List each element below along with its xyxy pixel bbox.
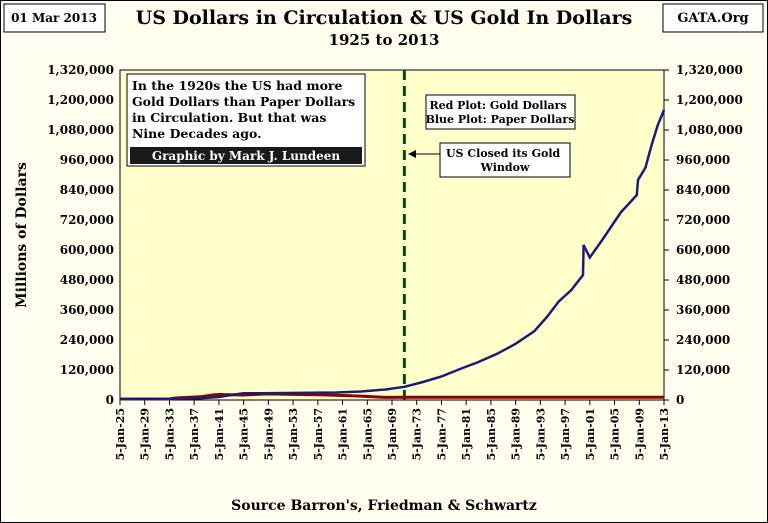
intro-line-4: Nine Decades ago. — [132, 126, 261, 141]
x-tick-label: 5-Jan-69 — [386, 408, 399, 460]
legend-gold: Red Plot: Gold Dollars — [429, 99, 566, 112]
x-tick-label: 5-Jan-81 — [460, 408, 473, 460]
x-tick-label: 5-Jan-97 — [559, 408, 572, 460]
legend-box — [425, 94, 576, 130]
y-axis-title: Millions of Dollars — [14, 162, 30, 308]
series-paper-dollars — [120, 109, 666, 401]
x-tick-label: 5-Jan-53 — [287, 408, 300, 460]
y-tick-label-right: 840,000 — [676, 183, 730, 197]
y-axis-left: 0 120,000 240,000 360,000 480,000 600,000 720,… — [47, 63, 114, 407]
y-tick-label-left: 240,000 — [60, 333, 114, 347]
x-tick-label: 5-Jan-33 — [163, 408, 176, 460]
x-axis: 5-Jan-25 5-Jan-29 5-Jan-33 5-Jan-37 5-Jan-41… — [114, 400, 671, 460]
source-label: GATA.Org — [677, 11, 748, 26]
x-tick-label: 5-Jan-05 — [609, 408, 622, 460]
intro-line-3: in Circulation. But that was — [132, 110, 326, 125]
x-tick-label: 5-Jan-61 — [337, 408, 350, 460]
y-tick-label-right: 480,000 — [676, 273, 730, 287]
x-tick-label: 5-Jan-45 — [238, 408, 251, 460]
date-box — [3, 3, 106, 33]
credit-bar — [130, 147, 362, 164]
closed-line-2: Window — [480, 161, 530, 174]
x-tick-label: 5-Jan-37 — [188, 408, 201, 460]
y-tick-label-left: 600,000 — [60, 243, 114, 257]
x-tick-label: 5-Jan-85 — [485, 408, 498, 460]
y-tick-label-right: 360,000 — [676, 303, 730, 317]
y-tick-label-right: 600,000 — [676, 243, 730, 257]
x-tick-label: 5-Jan-73 — [411, 408, 424, 460]
intro-line-2: Gold Dollars than Paper Dollars — [132, 94, 355, 109]
y-tick-label-right: 0 — [676, 393, 684, 407]
y-tick-label-left: 360,000 — [60, 303, 114, 317]
y-tick-label-right: 240,000 — [676, 333, 730, 347]
date-label: 01 Mar 2013 — [11, 11, 97, 25]
x-tick-label: 5-Jan-09 — [633, 408, 646, 460]
legend-paper: Blue Plot: Paper Dollars — [426, 113, 575, 126]
x-tick-label: 5-Jan-65 — [361, 408, 374, 460]
x-axis-title: Source Barron's, Friedman & Schwartz — [231, 498, 537, 514]
y-tick-label-left: 720,000 — [60, 213, 114, 227]
closed-arrow-head — [408, 150, 416, 158]
y-tick-label-left: 1,080,000 — [47, 123, 114, 137]
y-tick-label-right: 960,000 — [676, 153, 730, 167]
credit-label: Graphic by Mark J. Lundeen — [152, 149, 341, 163]
series-gold-dollars — [120, 392, 664, 401]
y-tick-label-right: 1,080,000 — [676, 123, 743, 137]
y-tick-label-right: 120,000 — [676, 363, 730, 377]
chart-title: US Dollars in Circulation & US Gold In D… — [136, 7, 633, 29]
intro-note: In the 1920s the US had more Gold Dollar… — [132, 78, 360, 141]
x-tick-label: 5-Jan-01 — [584, 408, 597, 460]
y-tick-label-left: 0 — [106, 393, 114, 407]
legend: Red Plot: Gold Dollars Blue Plot: Paper … — [426, 99, 575, 126]
intro-line-1: In the 1920s the US had more — [132, 78, 343, 93]
y-tick-label-left: 840,000 — [60, 183, 114, 197]
y-tick-label-left: 1,320,000 — [47, 63, 114, 77]
x-tick-label: 5-Jan-41 — [213, 408, 226, 460]
source-box — [662, 3, 764, 33]
closed-note-box — [439, 142, 571, 178]
closed-note: US Closed its Gold Window — [446, 147, 564, 174]
y-tick-label-left: 960,000 — [60, 153, 114, 167]
y-axis-right: 0 120,000 240,000 360,000 480,000 600,000 720,… — [664, 63, 743, 407]
y-tick-label-left: 120,000 — [60, 363, 114, 377]
x-tick-label: 5-Jan-49 — [262, 408, 275, 460]
x-tick-label: 5-Jan-29 — [139, 408, 152, 460]
y-tick-label-left: 480,000 — [60, 273, 114, 287]
y-tick-label-right: 1,200,000 — [676, 93, 743, 107]
x-tick-label: 5-Jan-13 — [658, 408, 671, 460]
chart-subtitle: 1925 to 2013 — [329, 31, 440, 49]
x-tick-label: 5-Jan-57 — [312, 408, 325, 460]
y-tick-label-right: 720,000 — [676, 213, 730, 227]
x-tick-label: 5-Jan-93 — [534, 408, 547, 460]
x-tick-label: 5-Jan-89 — [510, 408, 523, 460]
y-tick-label-left: 1,200,000 — [47, 93, 114, 107]
y-tick-label-right: 1,320,000 — [676, 63, 743, 77]
x-tick-label: 5-Jan-77 — [435, 408, 448, 460]
closed-line-1: US Closed its Gold — [446, 147, 561, 160]
x-tick-label: 5-Jan-25 — [114, 408, 127, 460]
